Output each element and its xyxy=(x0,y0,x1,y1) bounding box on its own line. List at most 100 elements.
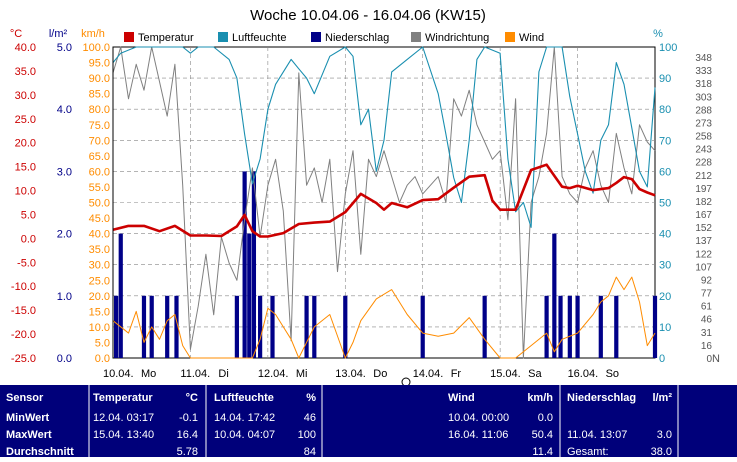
wind-tick-label: 40.0 xyxy=(89,229,110,241)
temp-tick-label: -20.0 xyxy=(11,329,36,341)
stats-header-wind: Wind xyxy=(448,392,475,404)
stats-temp-time: 15.04. 13:40 xyxy=(93,429,154,441)
rain-tick-label: 3.0 xyxy=(57,166,72,178)
rain-bar xyxy=(251,171,257,358)
rain-bar xyxy=(575,295,580,358)
rain-tick-label: 5.0 xyxy=(57,42,72,54)
direction-tick-label: 31 xyxy=(701,328,713,339)
left-axis-ticks: 40.0 35.0 30.0 25.0 20.0 15.0 10.0 5.0 0.0 -5.0 -1… xyxy=(11,42,114,365)
wind-tick-label: 45.0 xyxy=(89,213,110,225)
direction-tick-label: 288 xyxy=(695,105,712,116)
stats-header-temp: Temperatur xyxy=(93,392,153,404)
stats-temp-val: 16.4 xyxy=(177,429,198,441)
x-date-label: 13.04. xyxy=(335,368,366,380)
legend-label: Windrichtung xyxy=(425,32,489,44)
rain-bar xyxy=(420,295,425,358)
wind-tick-label: 85.0 xyxy=(89,89,110,101)
temp-unit-header: °C xyxy=(10,28,22,40)
rain-tick-label: 2.0 xyxy=(57,229,72,241)
stats-label: Durchschnitt xyxy=(6,446,74,457)
axis-unit-headers: °C l/m² km/h % xyxy=(10,28,663,40)
wind-tick-label: 60.0 xyxy=(89,166,110,178)
rain-bar xyxy=(270,295,275,358)
weather-chart: Woche 10.04.06 - 16.04.06 (KW15) Tempera… xyxy=(9,7,721,385)
x-day-label: Do xyxy=(373,368,387,380)
stats-header-hum: Luftfeuchte xyxy=(214,392,274,404)
rain-tick-label: 0.0 xyxy=(57,353,72,365)
wind-tick-label: 65.0 xyxy=(89,151,110,163)
legend-label: Temperatur xyxy=(138,32,194,44)
x-date-label: 15.04. xyxy=(490,368,521,380)
stats-wind-val: 0.0 xyxy=(538,412,553,424)
rain-bar xyxy=(247,233,252,358)
direction-tick-label: 77 xyxy=(701,289,713,300)
x-date-label: 12.04. xyxy=(258,368,289,380)
rain-bar xyxy=(343,295,348,358)
plot-area xyxy=(112,46,656,359)
legend-swatch xyxy=(505,32,515,42)
rain-bar xyxy=(614,295,619,358)
direction-tick-label: 16 xyxy=(701,341,713,352)
temp-tick-label: 5.0 xyxy=(21,209,36,221)
humidity-tick-label: 0 xyxy=(659,353,665,365)
direction-tick-label: 273 xyxy=(695,118,712,129)
humidity-tick-label: 10 xyxy=(659,322,671,334)
wind-tick-label: 100.0 xyxy=(82,42,110,54)
direction-tick-label: 197 xyxy=(695,184,712,195)
temp-tick-label: 25.0 xyxy=(15,114,36,126)
wind-tick-label: 30.0 xyxy=(89,260,110,272)
x-date-label: 16.04. xyxy=(568,368,599,380)
direction-tick-label: 348 xyxy=(695,53,712,64)
stats-hum-val: 100 xyxy=(298,429,316,441)
x-day-label: Mi xyxy=(296,368,308,380)
rain-tick-label: 4.0 xyxy=(57,104,72,116)
direction-tick-label: 333 xyxy=(695,66,712,77)
direction-tick-label: 243 xyxy=(695,145,712,156)
rain-bar xyxy=(258,295,263,358)
direction-tick-label: 61 xyxy=(701,302,713,313)
stats-wind-val: 11.4 xyxy=(532,446,553,457)
rain-bar xyxy=(482,295,487,358)
north-label: N xyxy=(712,353,720,365)
stats-header-rain-unit: l/m² xyxy=(652,392,672,404)
legend-swatch xyxy=(411,32,421,42)
stats-rain-val: 38.0 xyxy=(651,446,672,457)
wind-tick-label: 50.0 xyxy=(89,198,110,210)
temp-tick-label: -5.0 xyxy=(17,257,36,269)
wind-tick-label: 0.0 xyxy=(95,353,110,365)
direction-tick-label: 122 xyxy=(695,249,712,260)
rain-bar xyxy=(304,295,309,358)
direction-tick-label: 46 xyxy=(701,315,713,326)
x-day-label: Mo xyxy=(141,368,156,380)
stats-hum-time: 14.04. 17:42 xyxy=(214,412,275,424)
x-day-label: Fr xyxy=(451,368,462,380)
direction-tick-label: 228 xyxy=(695,158,712,169)
stats-rain-time: 11.04. 13:07 xyxy=(567,429,627,441)
direction-tick-label: 107 xyxy=(695,262,712,273)
stats-temp-val: -0.1 xyxy=(179,412,198,424)
series-lines xyxy=(112,46,656,359)
rain-bar xyxy=(242,171,247,358)
x-day-label: Sa xyxy=(528,368,542,380)
x-date-label: 11.04. xyxy=(180,368,210,380)
direction-tick-label: 303 xyxy=(695,92,712,103)
stats-header-wind-unit: km/h xyxy=(527,392,553,404)
humidity-tick-label: 20 xyxy=(659,291,671,303)
series-line-temperatur xyxy=(112,163,656,238)
rain-bar xyxy=(544,295,549,358)
humidity-tick-label: 40 xyxy=(659,229,671,241)
series-line-wind xyxy=(112,276,656,359)
stats-header-rain: Niederschlag xyxy=(567,392,636,404)
humidity-tick-label: 90 xyxy=(659,73,671,85)
wind-tick-label: 35.0 xyxy=(89,244,110,256)
wind-tick-label: 75.0 xyxy=(89,120,110,132)
direction-tick-label: 258 xyxy=(695,132,712,143)
rain-bar xyxy=(165,295,170,358)
temp-tick-label: 10.0 xyxy=(15,186,36,198)
temp-tick-label: -15.0 xyxy=(11,305,36,317)
grid xyxy=(113,47,655,358)
stats-label: MaxWert xyxy=(6,429,52,441)
statistics-panel: Sensor Temperatur °C Luftfeuchte % Wind … xyxy=(0,385,737,458)
stats-temp-time: 12.04. 03:17 xyxy=(93,412,154,424)
legend-swatch xyxy=(311,32,321,42)
